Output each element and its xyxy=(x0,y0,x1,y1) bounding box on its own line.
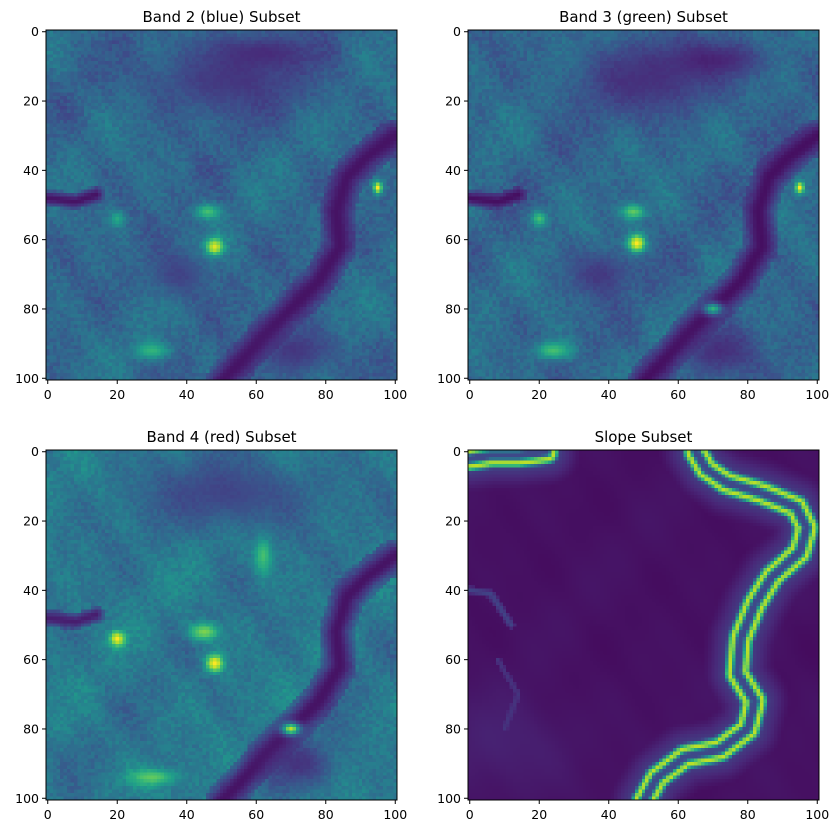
x-tick-label: 40 xyxy=(179,807,195,822)
x-tick-label: 100 xyxy=(805,807,829,822)
x-tick-label: 40 xyxy=(601,387,617,402)
y-tick-label: 100 xyxy=(15,791,39,806)
y-tick-label: 100 xyxy=(15,371,39,386)
y-tick-label: 80 xyxy=(445,721,461,736)
panel-title: Band 4 (red) Subset xyxy=(146,428,296,446)
y-tick-label: 80 xyxy=(23,721,39,736)
x-tick-label: 60 xyxy=(670,807,686,822)
panel-title: Band 3 (green) Subset xyxy=(559,8,728,26)
x-tick-label: 20 xyxy=(531,807,547,822)
x-tick-label: 60 xyxy=(670,387,686,402)
y-tick-label: 40 xyxy=(23,163,39,178)
x-tick-label: 100 xyxy=(805,387,829,402)
y-tick-label: 0 xyxy=(31,444,39,459)
y-tick-label: 40 xyxy=(445,583,461,598)
heatmap-image xyxy=(46,450,397,800)
x-tick-label: 20 xyxy=(109,387,125,402)
x-tick-label: 40 xyxy=(601,807,617,822)
y-tick-label: 40 xyxy=(445,163,461,178)
x-tick-label: 100 xyxy=(383,387,407,402)
x-tick-label: 20 xyxy=(109,807,125,822)
y-tick-label: 60 xyxy=(445,232,461,247)
x-tick-label: 40 xyxy=(179,387,195,402)
x-tick-label: 100 xyxy=(383,807,407,822)
panel-4: Slope Subset 0 20 40 60 80 100 0 20 40 60 80 100 xyxy=(437,428,829,822)
y-tick-label: 0 xyxy=(453,24,461,39)
y-tick-label: 60 xyxy=(445,652,461,667)
x-tick-label: 80 xyxy=(318,387,334,402)
panel-1: Band 2 (blue) Subset 0 20 40 60 80 100 0 20 40 60 8… xyxy=(15,8,407,402)
axes-frame xyxy=(467,449,820,801)
x-tick-label: 20 xyxy=(531,387,547,402)
heatmap-image xyxy=(468,450,819,800)
axes-frame xyxy=(467,29,820,381)
axes-frame xyxy=(45,449,398,801)
y-tick-label: 100 xyxy=(437,791,461,806)
x-tick-label: 0 xyxy=(466,807,474,822)
y-tick-label: 20 xyxy=(445,94,461,109)
x-tick-label: 0 xyxy=(466,387,474,402)
y-tick-label: 40 xyxy=(23,583,39,598)
y-tick-label: 20 xyxy=(23,514,39,529)
x-tick-label: 60 xyxy=(248,387,264,402)
panel-title: Band 2 (blue) Subset xyxy=(143,8,301,26)
x-tick-label: 80 xyxy=(740,387,756,402)
panel-2: Band 3 (green) Subset 0 20 40 60 80 100 0 20 40 60… xyxy=(437,8,829,402)
x-tick-label: 60 xyxy=(248,807,264,822)
x-tick-label: 0 xyxy=(44,387,52,402)
y-tick-label: 20 xyxy=(445,514,461,529)
axes-frame xyxy=(45,29,398,381)
x-tick-label: 80 xyxy=(740,807,756,822)
y-tick-label: 60 xyxy=(23,232,39,247)
x-tick-label: 0 xyxy=(44,807,52,822)
panel-3: Band 4 (red) Subset 0 20 40 60 80 100 0 20 40 60 80… xyxy=(15,428,407,822)
y-tick-label: 100 xyxy=(437,371,461,386)
y-tick-label: 20 xyxy=(23,94,39,109)
y-tick-label: 60 xyxy=(23,652,39,667)
heatmap-image xyxy=(468,30,819,380)
y-tick-label: 80 xyxy=(445,301,461,316)
y-tick-label: 80 xyxy=(23,301,39,316)
x-tick-label: 80 xyxy=(318,807,334,822)
y-tick-label: 0 xyxy=(453,444,461,459)
heatmap-image xyxy=(46,30,397,380)
panel-title: Slope Subset xyxy=(595,428,693,446)
y-tick-label: 0 xyxy=(31,24,39,39)
